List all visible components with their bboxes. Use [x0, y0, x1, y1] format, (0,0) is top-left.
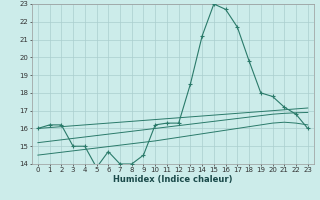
- X-axis label: Humidex (Indice chaleur): Humidex (Indice chaleur): [113, 175, 233, 184]
